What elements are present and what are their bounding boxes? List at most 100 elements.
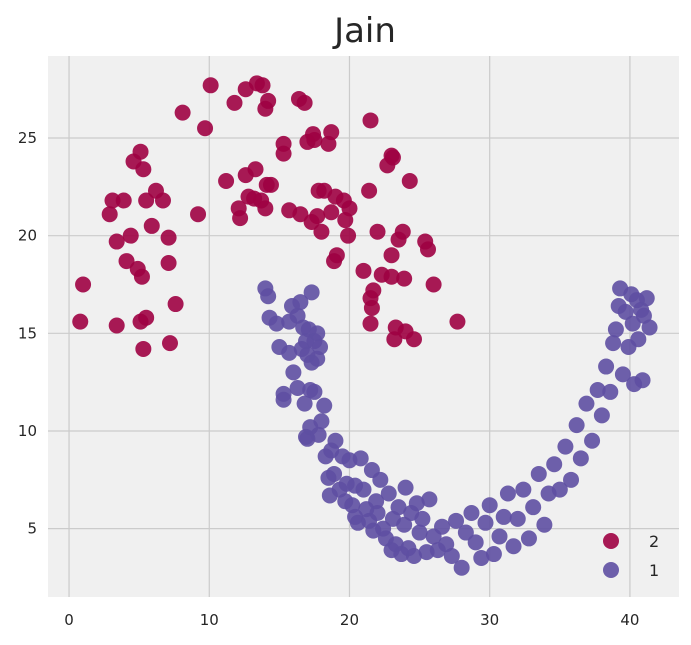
data-point — [384, 149, 401, 166]
data-point — [473, 549, 490, 566]
data-point — [202, 77, 219, 94]
data-point — [326, 465, 343, 482]
data-point — [292, 206, 309, 223]
data-point — [443, 547, 460, 564]
data-point — [268, 315, 285, 332]
data-point — [289, 380, 306, 397]
data-point — [355, 481, 372, 498]
data-point — [607, 321, 624, 338]
data-point — [108, 233, 125, 250]
tick-labels: 0 10 20 30 40 5 10 15 20 25 — [18, 129, 640, 629]
data-point — [499, 485, 516, 502]
data-point — [624, 315, 641, 332]
data-point — [328, 247, 345, 264]
data-point — [397, 479, 414, 496]
data-point — [420, 241, 437, 258]
y-tick-label: 25 — [18, 129, 37, 147]
data-point — [75, 276, 92, 293]
data-point — [448, 512, 465, 529]
data-point — [425, 276, 442, 293]
legend: 21 — [603, 532, 659, 580]
data-point — [551, 481, 568, 498]
data-point — [369, 223, 386, 240]
data-point — [386, 331, 403, 348]
data-point — [355, 262, 372, 279]
data-point — [614, 366, 631, 383]
data-point — [313, 223, 330, 240]
data-point — [260, 92, 277, 109]
data-point — [309, 208, 326, 225]
data-point — [275, 391, 292, 408]
data-point — [115, 192, 132, 209]
data-point — [133, 268, 150, 285]
data-point — [190, 206, 207, 223]
data-point — [568, 417, 585, 434]
data-point — [593, 407, 610, 424]
data-point — [154, 192, 171, 209]
data-point — [495, 508, 512, 525]
x-tick-label: 20 — [340, 611, 359, 629]
data-point — [602, 383, 619, 400]
data-point — [262, 176, 279, 193]
data-point — [309, 325, 326, 342]
data-point — [463, 505, 480, 522]
data-point — [372, 471, 389, 488]
data-point — [363, 299, 380, 316]
data-point — [296, 395, 313, 412]
data-point — [369, 505, 386, 522]
data-point — [167, 296, 184, 313]
data-point — [589, 381, 606, 398]
data-point — [138, 192, 155, 209]
data-point — [101, 206, 118, 223]
data-point — [306, 131, 323, 148]
data-point — [254, 77, 271, 94]
data-point — [160, 255, 177, 272]
data-point — [197, 120, 214, 137]
data-point — [362, 112, 379, 129]
data-point — [281, 344, 298, 361]
data-point — [122, 227, 139, 244]
data-point — [174, 104, 191, 121]
data-point — [312, 339, 329, 356]
data-point — [546, 456, 563, 473]
data-point — [257, 200, 274, 217]
data-point — [481, 497, 498, 514]
data-point — [380, 485, 397, 502]
data-point — [303, 284, 320, 301]
data-point — [572, 450, 589, 467]
data-point — [341, 200, 358, 217]
data-point — [390, 499, 407, 516]
data-point — [108, 317, 125, 334]
data-point — [449, 313, 466, 330]
data-points — [72, 75, 658, 576]
data-point — [641, 319, 658, 336]
data-point — [434, 518, 451, 535]
data-point — [401, 172, 418, 189]
data-point — [323, 124, 340, 141]
data-point — [467, 534, 484, 551]
legend-label: 1 — [649, 561, 659, 580]
data-point — [340, 227, 357, 244]
x-tick-label: 10 — [200, 611, 219, 629]
series-1 — [257, 280, 658, 576]
data-point — [296, 94, 313, 111]
data-point — [394, 223, 411, 240]
data-point — [509, 510, 526, 527]
data-point — [226, 94, 243, 111]
data-point — [323, 204, 340, 221]
data-point — [218, 172, 235, 189]
data-point — [405, 547, 422, 564]
data-point — [630, 331, 647, 348]
legend-marker — [603, 533, 619, 549]
data-point — [132, 143, 149, 160]
y-tick-label: 5 — [27, 520, 37, 538]
data-point — [368, 493, 385, 510]
data-point — [396, 270, 413, 287]
data-point — [557, 438, 574, 455]
data-point — [578, 395, 595, 412]
legend-marker — [603, 562, 619, 578]
data-point — [525, 499, 542, 516]
legend-label: 2 — [649, 532, 659, 551]
